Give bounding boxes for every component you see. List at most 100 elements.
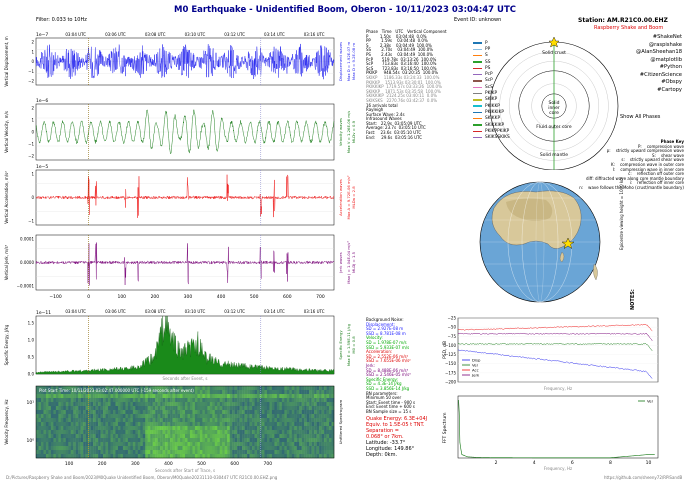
legend-swatch — [473, 111, 482, 114]
fft-chart: 2 4 6 8 10 FFT Spectrum Frequency, Hz Vel — [442, 395, 659, 471]
legend-label: SKIKKIKP — [485, 122, 505, 128]
phase-table-row: PS 2.43s 03:04:49 100.0% — [366, 51, 433, 57]
psd-trace — [457, 332, 653, 341]
epicentre-star-icon — [561, 237, 575, 249]
seconds-tick: 700 — [316, 294, 325, 300]
phase-key-line: s: strictly upward shear wave — [621, 157, 684, 163]
filter-label: Filter: 0.033 to 10Hz — [36, 17, 87, 23]
legend-label: PS — [485, 65, 491, 71]
max-value-label: M0 = 0.8 — [351, 336, 356, 354]
max-value-label: Max J = 1.04E-04 m/s³ — [346, 241, 351, 284]
infrasound-row: Fast: 23.6s 03:05:10 UTC — [366, 130, 422, 136]
y-tick: 1.0 — [28, 337, 35, 342]
x-tick: 300 — [131, 461, 140, 467]
phase-legend-item: ScP — [473, 78, 523, 84]
time-tick: 03:04 UTC — [65, 32, 86, 37]
y-tick: −2 — [28, 154, 34, 159]
side-label: Displacement waves — [338, 42, 343, 81]
phase-key-line: S: shear wave — [652, 152, 684, 158]
x-axis-label: Frequency, Hz — [544, 386, 572, 391]
phase-legend: P PP S SS PS PcP ScP ScS PKIKP SKIKP PKIKKP PKIKKIK… — [473, 40, 523, 141]
phase-table-row: SKIKKP 1871.53s 03:35:58 100.0% — [366, 88, 441, 94]
legend-swatch — [473, 80, 482, 82]
hashtag: #ShakeNet — [652, 34, 682, 40]
phase-table: Phase Time UTC Vertical Component P 1.50s… — [366, 29, 466, 140]
noise-vel: SD = 1.978E-07 m/s SSD = 5.933E-07 m/s — [366, 339, 410, 350]
waveform-trace — [35, 242, 335, 286]
station-subtitle: Raspberry Shake and Boom — [594, 25, 664, 31]
time-tick: 03:12 UTC — [224, 309, 245, 314]
phase-legend-item: PKIKPPKIKP — [473, 128, 523, 134]
legend-swatch — [473, 92, 482, 95]
y-tick: −100 — [445, 343, 456, 348]
seconds-tick: 100 — [117, 294, 126, 300]
y-tick: −1 — [28, 142, 34, 147]
phase-legend-item: ScS — [473, 84, 523, 90]
quake-energy: Quake Energy: 6.3E+04J — [366, 416, 428, 423]
legend-label: PcP — [485, 72, 493, 78]
hashtag: @AlanSheehan18 — [636, 49, 682, 55]
phase-table-row: SS 2.70s 03:04:49 100.0% — [366, 47, 434, 53]
y-tick: 10¹ — [26, 400, 34, 406]
page-title: M0 Earthquake - Unidentified Boom, Obero… — [173, 5, 516, 15]
depth: Depth: 0km. — [366, 452, 398, 459]
spectrogram-panel: Plot Start Time: 10/11/2023 03:02:47.000… — [4, 385, 343, 473]
y-exponent: 1e−11 — [36, 310, 51, 316]
phase-key-line: p: strictly upward compression wave — [606, 148, 684, 154]
phase-legend-item: PP — [473, 46, 523, 52]
phase-key-head: Phase Key — [660, 139, 684, 144]
seconds-tick: −100 — [49, 294, 61, 300]
hashtag-list: #ShakeNet @raspishake @AlanSheehan18 @matpl… — [620, 34, 682, 94]
y-tick: −25 — [448, 316, 457, 321]
phase-key-line: c: reflection off outer core — [628, 171, 684, 177]
crust-label: Solid crust — [542, 50, 566, 56]
seconds-tick: 300 — [184, 294, 193, 300]
y-tick: −50 — [448, 325, 457, 330]
phase-legend-item: PcP — [473, 71, 523, 77]
time-tick: 03:14 UTC — [264, 32, 285, 37]
waveform-trace — [35, 43, 335, 80]
y-tick: 0.5 — [28, 354, 35, 359]
phase-table-row: ScP 713.83s 03:16:40 100.0% — [366, 61, 437, 67]
waveform-panels: 03:04 UTC 03:06 UTC 03:08 UTC 03:10 UTC 03:1… — [4, 32, 356, 300]
noise-stats: Background Noise: Displacement: SD = 2.9… — [366, 317, 448, 459]
legend-swatch — [473, 67, 482, 70]
legend-swatch — [473, 86, 482, 88]
legend-label: S — [485, 53, 488, 59]
side-label: Specific Energy — [338, 330, 343, 360]
y-axis-label: Velocity Frequency, Hz — [4, 399, 9, 444]
new-zealand — [593, 263, 598, 281]
waveform-panel: 0.0001 0.0000 −0.0001 Vertical Jerk, m/s³ Je… — [4, 234, 356, 291]
time-tick: 03:10 UTC — [185, 309, 206, 314]
phase-table-row: P 1.50s 03:04:48 0.0% — [366, 33, 427, 39]
show-all-phases: Show All Phases — [620, 114, 661, 120]
legend-label: ScS — [485, 84, 493, 90]
phase-legend-item: SKIKSSKIKS — [473, 134, 523, 140]
separation: Separation = 0.068° or 7km. — [366, 428, 404, 441]
y-tick: 0 — [31, 195, 34, 200]
side-label: Acceleration waves — [338, 179, 343, 216]
noise-jerk-head: Jerk: — [366, 362, 375, 368]
legend-label: PKIKPPKIKP — [485, 128, 510, 134]
epicentre-star-icon — [548, 36, 560, 48]
legend-label: PKIKKIKP — [485, 109, 504, 115]
waveform-panel: 2 1 0 −1 −2 1e−6 Vertical Velocity, m/s Velocit… — [4, 98, 356, 161]
fft-trace — [458, 399, 655, 459]
x-tick: 200 — [98, 461, 107, 467]
globe-map — [479, 181, 601, 303]
y-tick: 0 — [31, 59, 34, 64]
y-tick: −175 — [445, 370, 456, 375]
y-tick: 0 — [31, 130, 34, 135]
y-tick: 1.5 — [28, 320, 35, 325]
x-axis-label: Seconds after Event, s — [163, 376, 208, 381]
time-tick: 03:08 UTC — [145, 32, 166, 37]
time-tick: 03:14 UTC — [264, 309, 285, 314]
x-tick: 400 — [164, 461, 173, 467]
tnt-equiv: Equiv. to 1.5E-05 t TNT. — [366, 422, 425, 429]
max-value-label: Max E = 1.59E-11 J/kg — [346, 323, 351, 366]
legend-label: Vel — [472, 363, 478, 368]
y-tick: 0.0001 — [20, 237, 34, 242]
y-tick: 2 — [31, 106, 34, 111]
legend-swatch — [473, 130, 482, 132]
time-tick: 03:16 UTC — [304, 309, 325, 314]
